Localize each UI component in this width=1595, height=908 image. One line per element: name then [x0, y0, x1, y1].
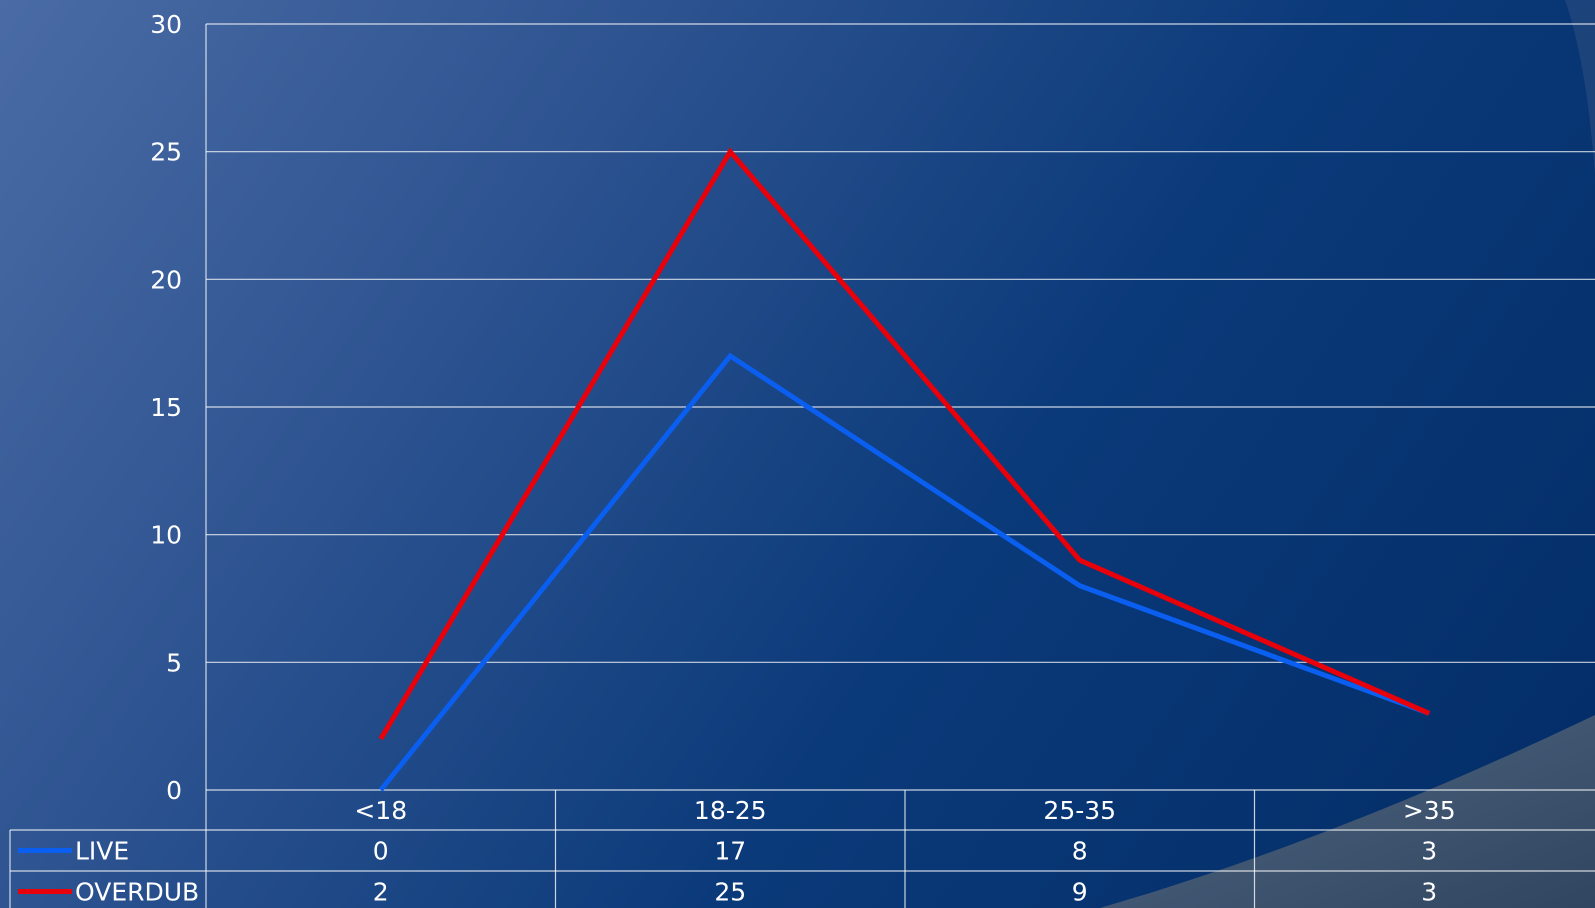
y-tick-label: 30 — [150, 10, 182, 39]
y-tick-label: 0 — [166, 776, 182, 805]
table-cell-value: 0 — [373, 837, 389, 866]
y-axis: 0 5 10 15 20 25 30 — [150, 10, 182, 805]
y-tick-label: 5 — [166, 648, 182, 677]
gridlines — [205, 23, 1595, 908]
legend-label-overdub: OVERDUB — [75, 878, 199, 907]
slide-swoosh-decoration — [1100, 715, 1595, 908]
x-tick-label: <18 — [354, 796, 407, 825]
y-tick-label: 10 — [150, 521, 182, 550]
x-tick-label: >35 — [1403, 796, 1456, 825]
legend-label-live: LIVE — [75, 837, 129, 866]
y-tick-label: 20 — [150, 265, 182, 294]
x-tick-label: 18-25 — [694, 796, 767, 825]
table-cell-value: 9 — [1072, 878, 1088, 907]
y-tick-label: 15 — [150, 393, 182, 422]
series-line-live — [378, 352, 1431, 792]
slide-swoosh-edge — [1565, 0, 1595, 700]
data-table: <18 18-25 25-35 >35 LIVE 0 17 8 3 OVERDUB 2 25 9 3 — [9, 790, 1595, 908]
table-cell-value: 3 — [1421, 878, 1437, 907]
table-cell-value: 17 — [714, 837, 746, 866]
series-line-overdub — [378, 147, 1431, 741]
table-cell-value: 2 — [373, 878, 389, 907]
x-tick-label: 25-35 — [1043, 796, 1116, 825]
table-cell-value: 25 — [714, 878, 746, 907]
table-cell-value: 3 — [1421, 837, 1437, 866]
table-cell-value: 8 — [1072, 837, 1088, 866]
y-tick-label: 25 — [150, 138, 182, 167]
plot-series — [378, 147, 1431, 792]
